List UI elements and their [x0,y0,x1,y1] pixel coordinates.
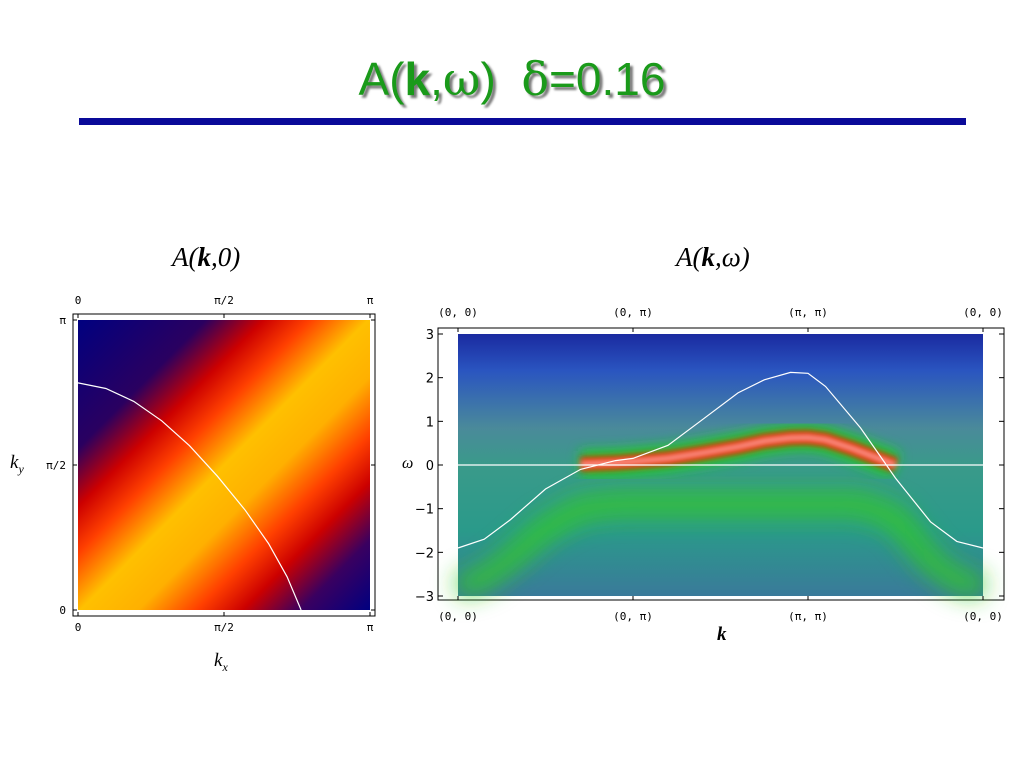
right-x-tick-bottom-label: (0, 0) [963,610,1003,623]
right-title-prefix: A( [676,242,702,272]
title-k: k [404,53,431,105]
left-x-tick-bottom-label: π/2 [214,621,234,634]
spectral-function-heatmap: (0, 0) (0, 0) (0, π) (0, π) (π, π) (π, π) (0, … [415,306,1005,623]
right-x-tick-top-label: (0, π) [613,306,653,319]
right-x-tick-bottom-label: (0, π) [613,610,653,623]
left-x-tick-top-label: π [367,294,374,307]
right-x-tick-top-label: (0, 0) [963,306,1003,319]
left-title-prefix: A( [172,242,198,272]
right-x-tick-top-label: (0, 0) [438,306,478,319]
right-y-tick-label: −1 [415,503,434,518]
right-x-tick-bottom-label: (0, 0) [438,610,478,623]
bare-dispersion-line [457,371,984,549]
title-delta: δ [521,52,550,106]
left-x-tick-top-label: 0 [75,294,82,307]
title-omega: ω [442,52,481,106]
right-y-tick-label: −3 [415,590,434,605]
left-ylabel: ky [10,452,24,477]
right-x-tick-bottom-label: (π, π) [788,610,828,623]
right-xlabel: k [717,624,727,645]
left-ylabel-base: k [10,452,19,473]
right-x-tick-top-label: (π, π) [788,306,828,319]
left-x-tick-top-label: π/2 [214,294,234,307]
fermi-contour-line [77,382,302,611]
left-xlabel-base: k [214,650,223,671]
left-x-tick-bottom-label: 0 [75,621,82,634]
left-y-tick-label: π/2 [46,459,66,472]
left-title-suffix: ,0) [210,242,241,272]
left-xlabel: kx [214,650,228,675]
slide-title: A(k,ω) δ=0.16 [0,52,1024,106]
title-sep: , [430,53,443,105]
left-title-k: k [197,242,211,272]
left-xlabel-sub: x [222,659,228,674]
left-chart-title: A(k,0) [172,242,240,273]
left-x-tick-bottom-label: π [367,621,374,634]
incoherent-band [454,493,986,598]
heatmap-surface [78,320,370,610]
title-rule [79,118,966,125]
right-y-tick-label: 3 [426,328,434,343]
right-y-tick-label: −2 [415,546,434,561]
right-title-suffix: ,ω) [714,242,750,272]
title-prefix: A( [358,53,405,105]
right-y-tick-label: 0 [426,459,434,474]
right-ylabel: ω [402,455,414,472]
quasiparticle-core [580,435,897,467]
right-title-k: k [701,242,715,272]
left-y-tick-label: 0 [59,604,66,617]
left-y-tick-label: π [59,314,66,327]
left-ylabel-sub: y [18,461,24,476]
right-y-tick-label: 2 [426,372,434,387]
right-y-tick-label: 1 [426,415,434,430]
right-chart-title: A(k,ω) [676,242,750,273]
title-value: =0.16 [549,53,666,105]
title-close: ) [480,53,496,105]
